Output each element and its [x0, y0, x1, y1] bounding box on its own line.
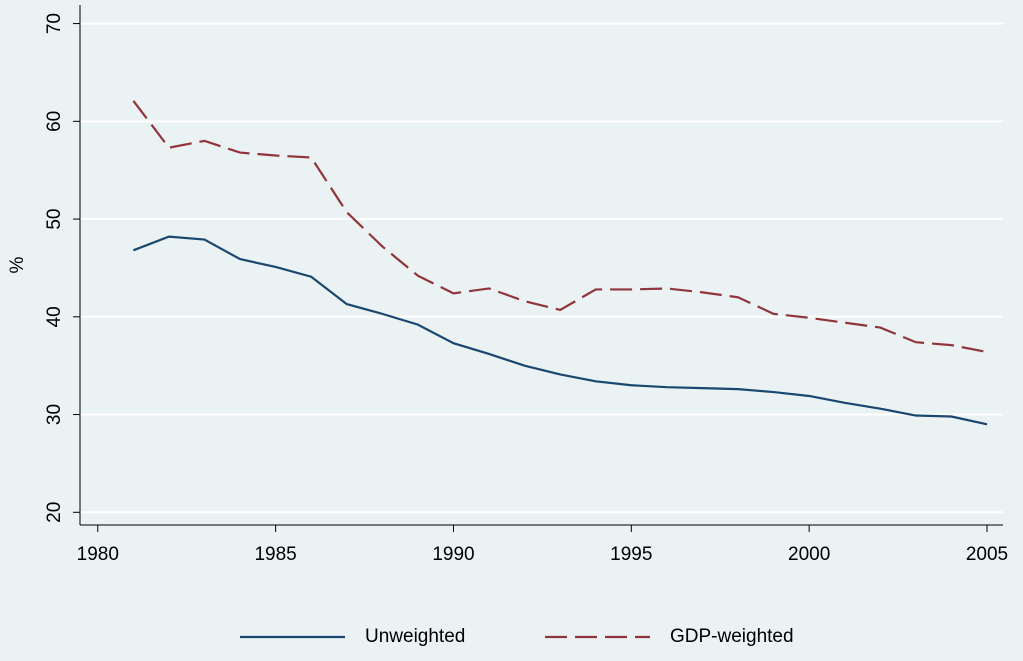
- y-tick-label: 30: [44, 404, 65, 425]
- y-tick-label: 50: [44, 208, 65, 229]
- series-line: [132, 235, 988, 426]
- x-tick-label: 1985: [254, 544, 296, 565]
- series-line: [132, 100, 988, 354]
- x-tick-label: 1995: [610, 544, 652, 565]
- y-tick-label: 40: [44, 306, 65, 327]
- legend-label: GDP-weighted: [670, 626, 794, 647]
- x-tick-label: 2005: [966, 544, 1008, 565]
- y-axis-label: %: [7, 256, 28, 273]
- y-tick-label: 70: [44, 13, 65, 34]
- legend-label: Unweighted: [365, 626, 465, 647]
- y-tick-label: 60: [44, 111, 65, 132]
- y-tick-label: 20: [44, 502, 65, 523]
- x-tick-label: 2000: [788, 544, 830, 565]
- x-tick-label: 1980: [77, 544, 119, 565]
- x-tick-label: 1990: [432, 544, 474, 565]
